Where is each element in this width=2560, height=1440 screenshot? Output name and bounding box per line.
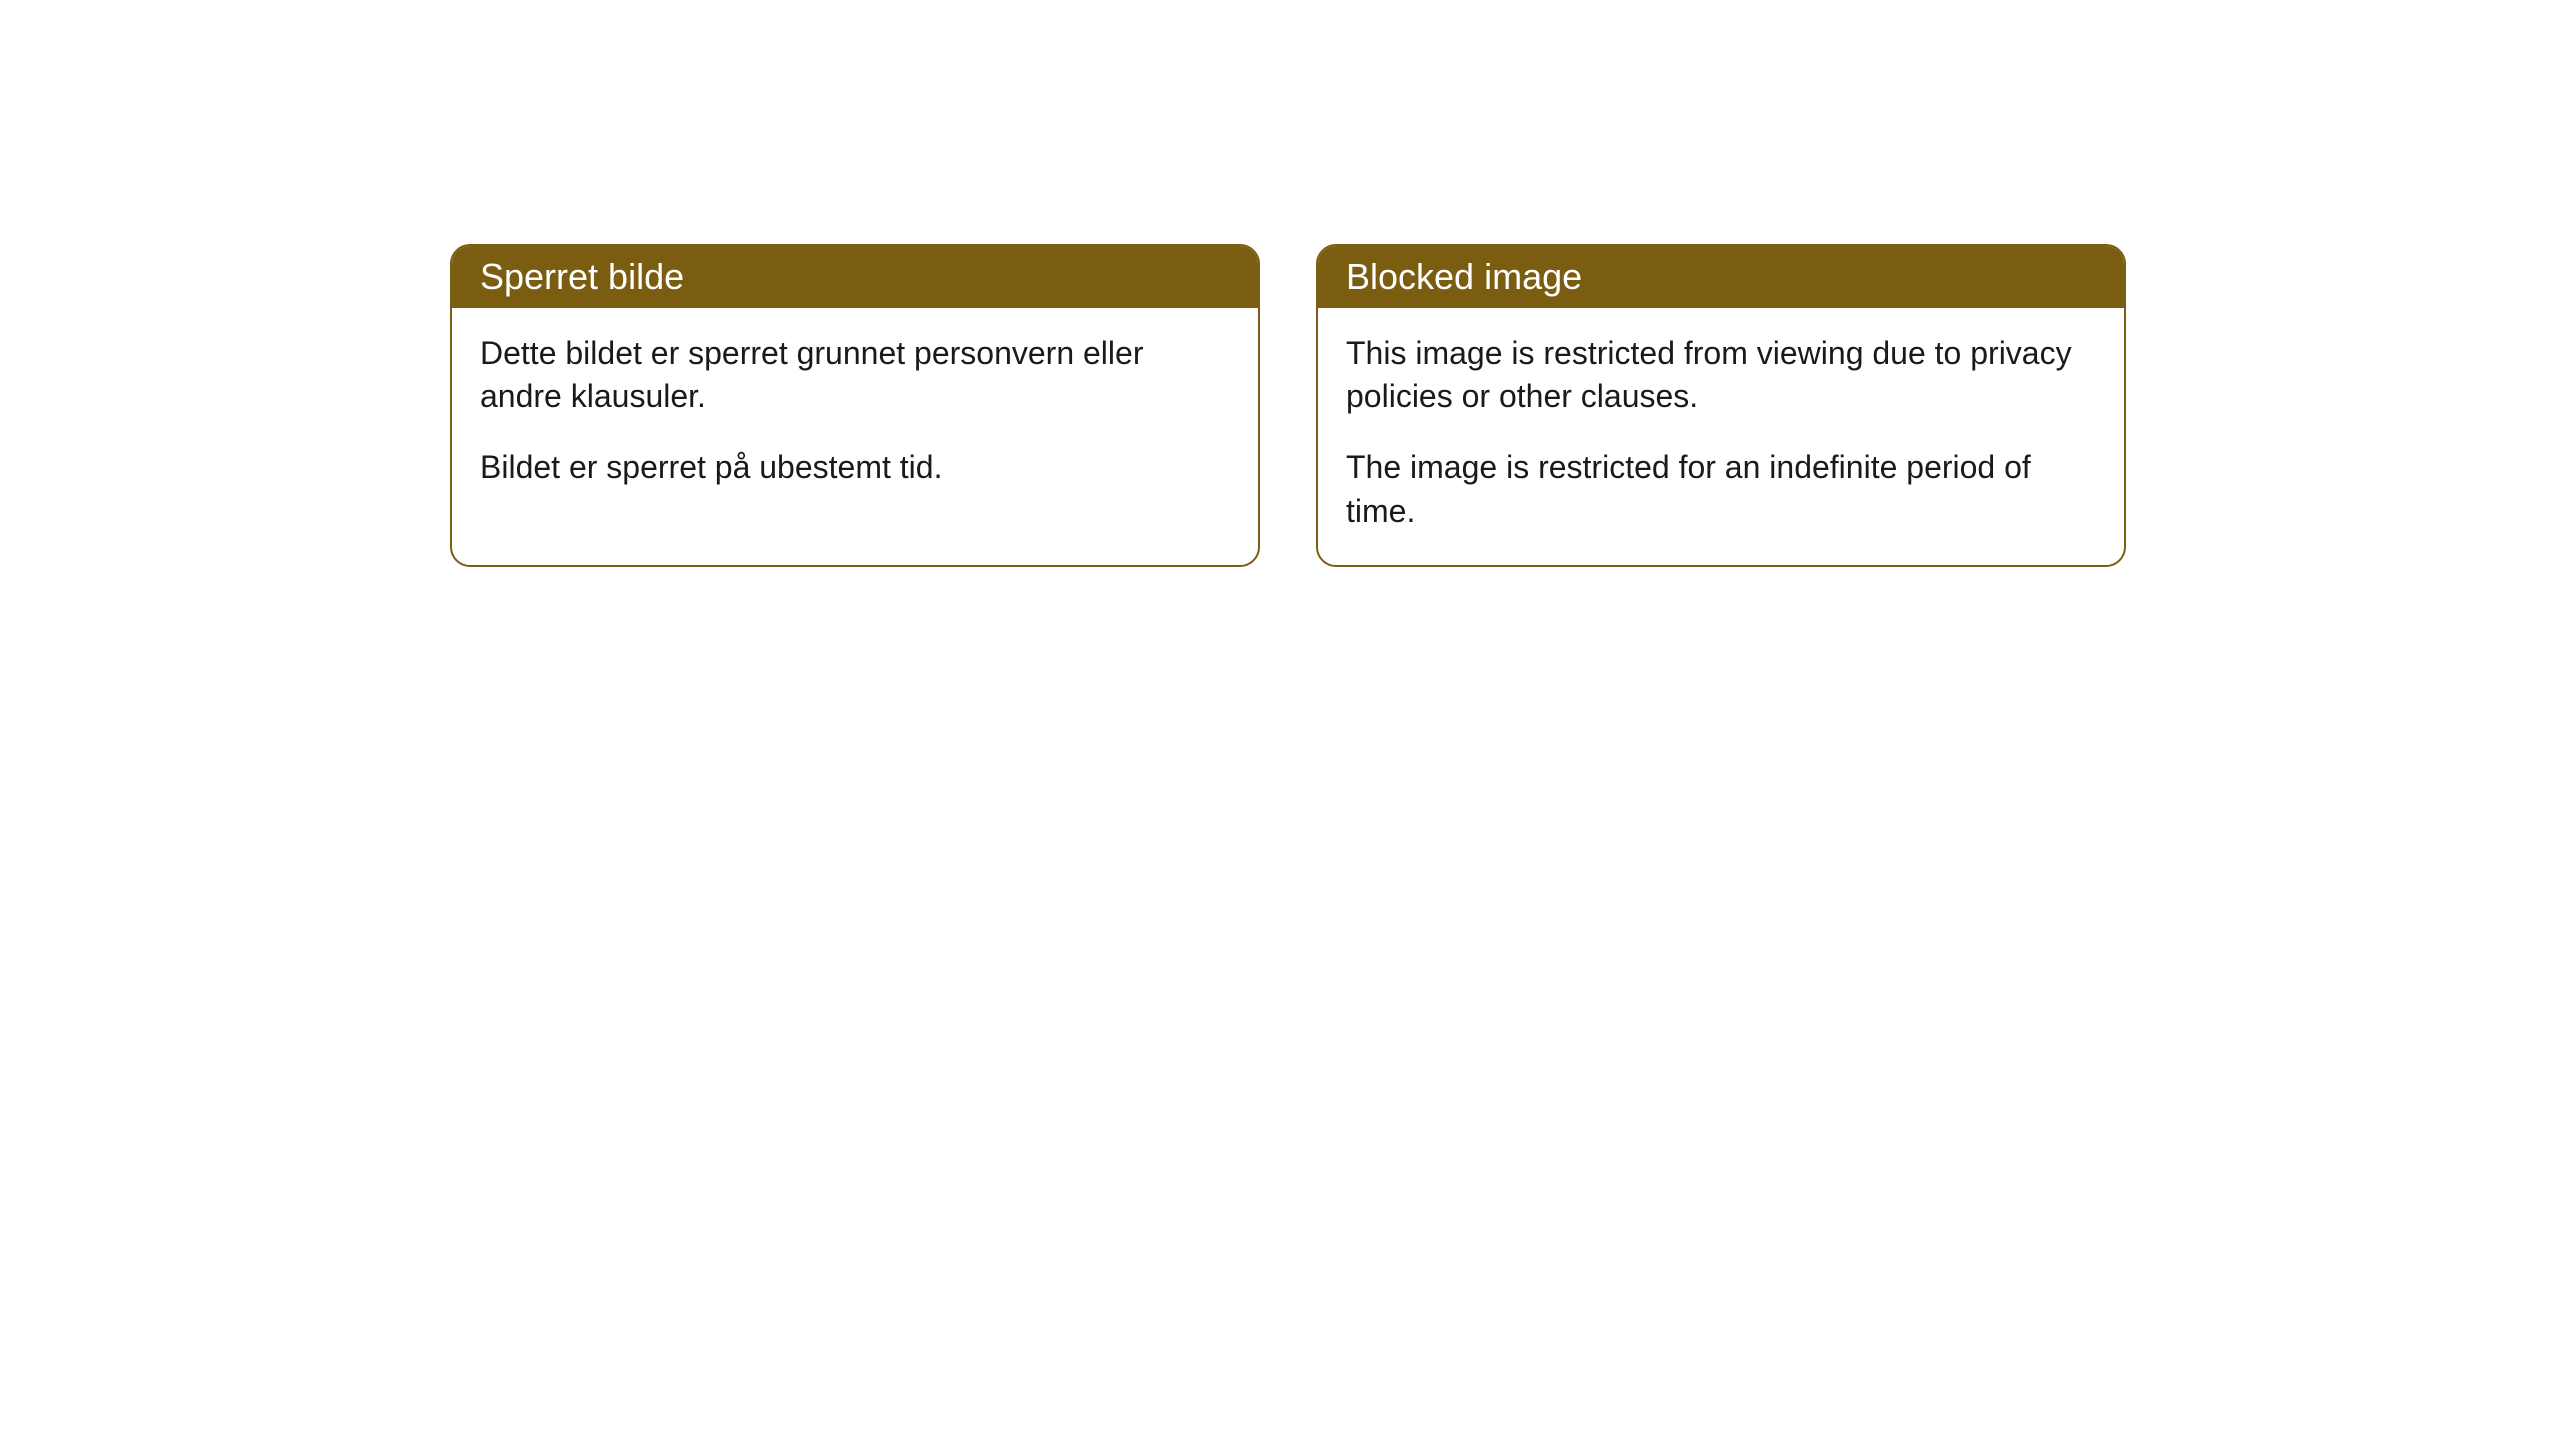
- card-header-english: Blocked image: [1318, 246, 2124, 308]
- card-paragraph-1-norwegian: Dette bildet er sperret grunnet personve…: [480, 332, 1230, 418]
- notice-cards-container: Sperret bilde Dette bildet er sperret gr…: [450, 244, 2126, 567]
- notice-card-english: Blocked image This image is restricted f…: [1316, 244, 2126, 567]
- card-body-english: This image is restricted from viewing du…: [1318, 308, 2124, 565]
- notice-card-norwegian: Sperret bilde Dette bildet er sperret gr…: [450, 244, 1260, 567]
- card-title-norwegian: Sperret bilde: [480, 256, 684, 297]
- card-header-norwegian: Sperret bilde: [452, 246, 1258, 308]
- card-title-english: Blocked image: [1346, 256, 1582, 297]
- card-body-norwegian: Dette bildet er sperret grunnet personve…: [452, 308, 1258, 522]
- card-paragraph-1-english: This image is restricted from viewing du…: [1346, 332, 2096, 418]
- card-paragraph-2-norwegian: Bildet er sperret på ubestemt tid.: [480, 446, 1230, 489]
- card-paragraph-2-english: The image is restricted for an indefinit…: [1346, 446, 2096, 532]
